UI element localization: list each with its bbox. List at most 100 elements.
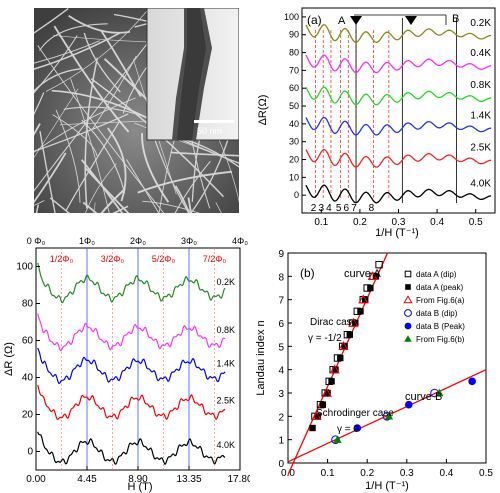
panel-b-ytick-label: 4 bbox=[278, 366, 284, 377]
nanowire-strand bbox=[100, 188, 126, 213]
panel-c-ytick-label: 20 bbox=[22, 410, 34, 421]
nanowire-strand bbox=[39, 130, 56, 213]
sem-micrograph: 50 nm bbox=[34, 8, 239, 213]
panel-b-xtick-label: 0.4 bbox=[439, 468, 453, 479]
panel-b-ytick-label: 7 bbox=[278, 296, 284, 307]
data-point-open-triangle bbox=[358, 294, 369, 304]
panel-c-curve-0.8K bbox=[37, 313, 226, 352]
nanowire-strand bbox=[34, 113, 129, 152]
nanowire-strand bbox=[49, 197, 70, 213]
panel-a-peak-number: 5 bbox=[336, 203, 342, 214]
nanowire-strand bbox=[68, 14, 131, 34]
dirac-gamma-label: γ = -1/2 bbox=[308, 333, 342, 344]
panel-c-temp-label: 1.4K bbox=[216, 358, 235, 368]
panel-b-xlabel: 1/H (T⁻¹) bbox=[365, 480, 409, 492]
panel-c-xtick-label: 13.35 bbox=[176, 474, 201, 485]
panel-a-ytick-label: 60 bbox=[289, 83, 299, 93]
panel-b-ytick-label: 9 bbox=[278, 249, 284, 260]
panel-a-temp-label: 2.5K bbox=[470, 143, 491, 154]
panel-b-ytick-label: 0 bbox=[278, 459, 284, 470]
legend-label: From Fig.6(b) bbox=[416, 335, 465, 344]
nanowire-strand bbox=[174, 185, 191, 213]
tem-inset: 50 nm bbox=[146, 8, 239, 141]
panel-c-flux-label: 2Φ₀ bbox=[130, 236, 146, 246]
nanowire-strand bbox=[70, 78, 110, 213]
nanowire-strand bbox=[34, 35, 78, 94]
panel-b-ytick-label: 6 bbox=[278, 319, 284, 330]
arrow-down-marker-2 bbox=[405, 16, 417, 25]
panel-a-curve-0.8K bbox=[305, 86, 492, 106]
panel-a-curve-4.0K bbox=[305, 184, 492, 204]
panel-c-flux-label: 0 Φ₀ bbox=[27, 236, 46, 246]
panel-b-ytick-label: 1 bbox=[278, 436, 284, 447]
nanowire-strand bbox=[37, 45, 165, 213]
panel-a-peak-number: 4 bbox=[326, 203, 332, 214]
legend-marker-filled-square bbox=[405, 284, 411, 290]
panel-a-ytick-label: 70 bbox=[289, 65, 299, 75]
panel-a-curve-2.5K bbox=[305, 148, 492, 168]
data-point-filled-circle bbox=[404, 400, 413, 409]
legend-marker-open-square bbox=[404, 270, 412, 278]
panel-a-peak-number: 3 bbox=[318, 203, 324, 214]
legend-marker-filled-circle bbox=[404, 322, 412, 330]
panel-c-temp-label: 0.2K bbox=[216, 277, 235, 287]
panel-c-xtick-label: 0.00 bbox=[26, 474, 46, 485]
data-point-filled-triangle bbox=[435, 388, 444, 397]
nanowire-strand bbox=[100, 30, 142, 98]
nanowire-strand bbox=[81, 119, 126, 194]
panel-a-chart: 0 10 20 30 40 50 60 70 80 90 100 0.1 0.2 0.3 0.4 0.5 2… bbox=[257, 7, 496, 239]
data-point-open-triangle bbox=[329, 364, 340, 374]
legend-marker-open-triangle bbox=[403, 295, 413, 304]
data-point-open-triangle bbox=[338, 341, 349, 351]
panel-a-ytick-label: 10 bbox=[289, 172, 299, 182]
curve-B-label: curve B bbox=[405, 391, 442, 403]
nanowire-strand bbox=[150, 128, 190, 213]
nanowire-strand bbox=[84, 167, 130, 213]
schrodinger-gamma-label: γ = 0 bbox=[337, 424, 359, 435]
nanowire-strand bbox=[35, 204, 40, 213]
nanowire-strand bbox=[34, 34, 155, 192]
nanowire-strand bbox=[85, 163, 117, 213]
nanowire-strand bbox=[34, 92, 45, 116]
panel-a-ytick-label: 80 bbox=[289, 48, 299, 58]
panel-c-flux-label: 1Φ₀ bbox=[79, 236, 95, 246]
nanowire-strand bbox=[34, 88, 79, 158]
marker-B: B bbox=[452, 13, 459, 25]
sem-image: 50 nm bbox=[34, 8, 239, 213]
panel-a-xtick-label: 0.4 bbox=[430, 217, 444, 228]
data-point-open-triangle bbox=[348, 317, 359, 327]
schrodinger-case-label: Schrodinger case bbox=[316, 408, 394, 419]
dirac-case-label: Dirac case bbox=[310, 317, 358, 328]
panel-a-xtick-label: 0.1 bbox=[314, 217, 328, 228]
panel-a-label: (a) bbox=[307, 13, 322, 27]
panel-b-ytick-label: 5 bbox=[278, 342, 284, 353]
data-point-filled-square bbox=[328, 378, 335, 385]
panel-a-xtick-label: 0.2 bbox=[353, 217, 367, 228]
panel-c-temp-label: 2.5K bbox=[216, 395, 235, 405]
panel-c-ytick-label: 40 bbox=[22, 373, 34, 384]
nanowire-strand bbox=[39, 23, 108, 51]
panel-c-halfflux-label: 3/2Φ₀ bbox=[101, 254, 125, 264]
legend-label: data A (peak) bbox=[416, 283, 463, 292]
data-point-filled-square bbox=[357, 308, 364, 315]
panel-a-curve-0.2K bbox=[305, 24, 492, 43]
panel-a-peak-number: 2 bbox=[311, 203, 317, 214]
legend-label: From Fig.6(a) bbox=[416, 296, 465, 305]
legend-label: data B (Peak) bbox=[416, 322, 465, 331]
panel-c-ytick-label: 100 bbox=[16, 262, 33, 273]
panel-b-ytick-label: 2 bbox=[278, 412, 284, 423]
panel-a-ytick-label: 90 bbox=[289, 30, 299, 40]
legend-label: data B (dip) bbox=[416, 309, 458, 318]
legend-label: data A (dip) bbox=[416, 270, 457, 279]
data-point-filled-square bbox=[309, 424, 316, 432]
panel-c-ytick-label: 60 bbox=[22, 336, 34, 347]
panel-a-ytick-label: 100 bbox=[284, 12, 299, 22]
scale-bar-line bbox=[194, 120, 234, 123]
nanowire-strand bbox=[34, 40, 100, 64]
panel-a-ytick-label: 40 bbox=[289, 119, 299, 129]
data-point-filled-circle bbox=[468, 377, 476, 386]
data-point-open-triangle bbox=[321, 387, 332, 397]
data-point-filled-square bbox=[372, 273, 380, 280]
data-point-open-triangle bbox=[367, 271, 378, 281]
